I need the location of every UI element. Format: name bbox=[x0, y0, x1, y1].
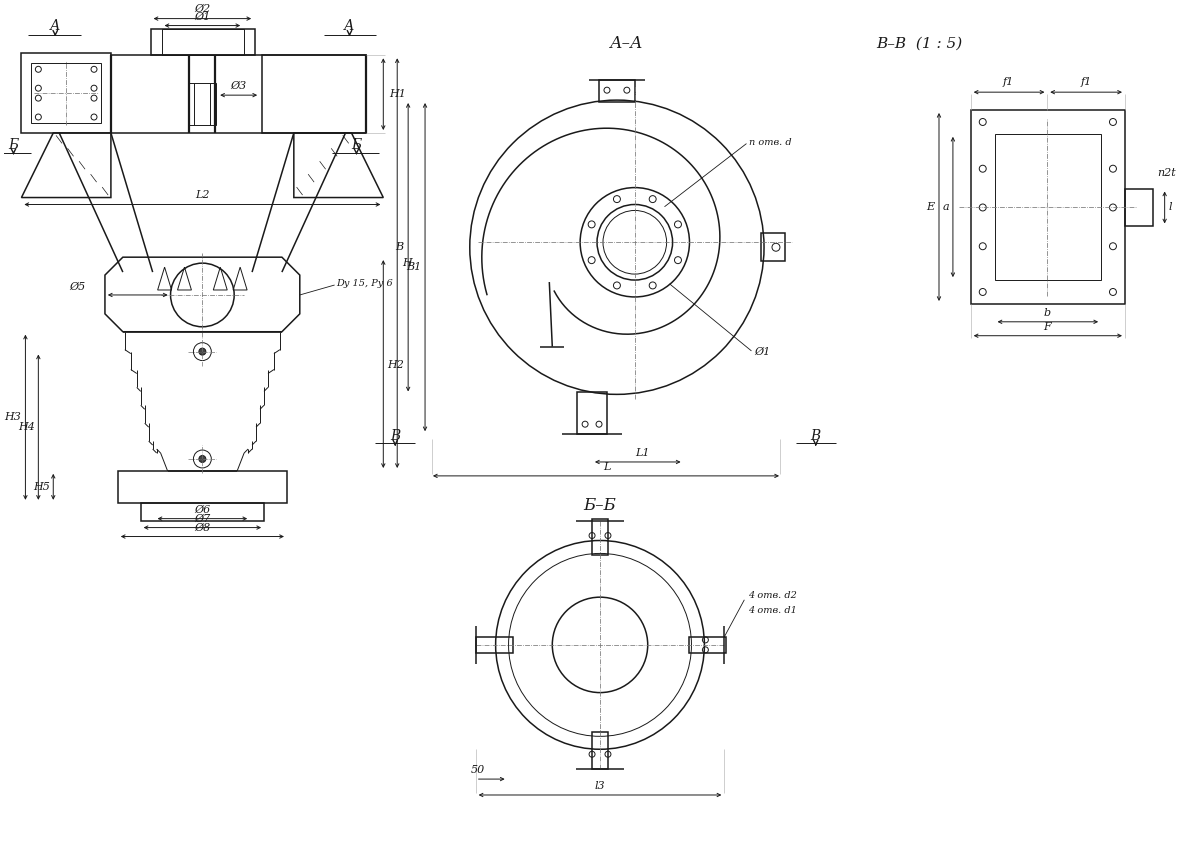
Text: Б: Б bbox=[8, 138, 19, 152]
Text: Ø1: Ø1 bbox=[194, 11, 210, 22]
Text: Ø7: Ø7 bbox=[194, 513, 210, 524]
Text: 50: 50 bbox=[470, 765, 485, 775]
Text: f1: f1 bbox=[1003, 77, 1014, 87]
Bar bbox=[475, 637, 512, 653]
Text: Б: Б bbox=[352, 138, 361, 152]
Text: E: E bbox=[926, 202, 934, 212]
Bar bbox=[188, 83, 216, 125]
Text: H5: H5 bbox=[34, 482, 50, 492]
Bar bbox=[110, 55, 366, 133]
Bar bbox=[118, 471, 287, 503]
Text: А: А bbox=[50, 19, 60, 33]
Text: B: B bbox=[395, 243, 403, 252]
Text: 4 отв. d1: 4 отв. d1 bbox=[748, 605, 797, 615]
Bar bbox=[162, 28, 244, 55]
Text: А–А: А–А bbox=[610, 35, 643, 52]
Text: b: b bbox=[1044, 308, 1051, 318]
Text: Dy 15, Ру 6: Dy 15, Ру 6 bbox=[336, 279, 394, 287]
Text: H2: H2 bbox=[388, 359, 404, 370]
Text: n отв. d: n отв. d bbox=[749, 138, 792, 147]
Text: Ø8: Ø8 bbox=[194, 523, 210, 532]
Text: Ø3: Ø3 bbox=[230, 81, 246, 91]
Text: H3: H3 bbox=[5, 412, 22, 422]
Text: А: А bbox=[344, 19, 355, 33]
Text: l3: l3 bbox=[595, 781, 605, 791]
Bar bbox=[577, 392, 607, 434]
Text: Ø2: Ø2 bbox=[194, 3, 210, 14]
Text: H1: H1 bbox=[389, 89, 406, 99]
Text: В: В bbox=[390, 429, 401, 443]
Text: В: В bbox=[811, 429, 821, 443]
Bar bbox=[262, 55, 366, 133]
Bar bbox=[592, 519, 608, 556]
Text: l: l bbox=[1169, 202, 1172, 212]
Bar bbox=[151, 28, 256, 55]
Text: H: H bbox=[402, 258, 412, 268]
Bar bbox=[971, 110, 1124, 304]
Text: L1: L1 bbox=[636, 448, 650, 458]
Text: Ø1: Ø1 bbox=[754, 347, 770, 357]
Bar bbox=[995, 134, 1102, 280]
Bar bbox=[592, 733, 608, 769]
Text: H4: H4 bbox=[18, 422, 35, 433]
Text: Ø6: Ø6 bbox=[194, 505, 210, 514]
Text: Ø5: Ø5 bbox=[68, 282, 85, 292]
Text: В–В  (1 : 5): В–В (1 : 5) bbox=[876, 36, 962, 51]
Text: B1: B1 bbox=[406, 262, 421, 272]
Bar bbox=[22, 53, 110, 133]
Text: n2t: n2t bbox=[1158, 168, 1176, 178]
Bar bbox=[140, 503, 264, 520]
Circle shape bbox=[199, 456, 206, 463]
Text: L2: L2 bbox=[196, 189, 210, 200]
Bar bbox=[690, 637, 726, 653]
Text: F: F bbox=[1044, 322, 1051, 332]
Text: a: a bbox=[942, 202, 949, 212]
Bar bbox=[599, 80, 635, 102]
Bar bbox=[31, 64, 101, 123]
Circle shape bbox=[199, 348, 206, 355]
Text: Б–Б: Б–Б bbox=[583, 497, 617, 514]
Text: f1: f1 bbox=[1080, 77, 1092, 87]
Text: L: L bbox=[604, 462, 611, 472]
Bar bbox=[761, 233, 785, 261]
Text: 4 отв. d2: 4 отв. d2 bbox=[748, 591, 797, 599]
Bar bbox=[1124, 188, 1153, 226]
